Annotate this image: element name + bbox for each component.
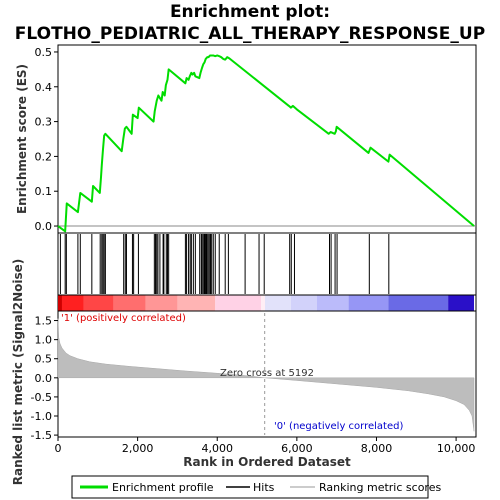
metric-y-tick-label-1: -1.0 [31,410,52,423]
heatmap-block-4 [145,295,178,311]
heatmap-block-10 [316,295,349,311]
x-axis-label: Rank in Ordered Dataset [183,455,351,469]
es-y-tick-label-4: 0.4 [35,81,53,94]
es-y-tick-label-1: 0.1 [35,185,53,198]
metric-area [57,318,475,432]
metric-y-tick-label-2: -0.5 [31,391,52,404]
es-y-tick-label-0: 0.0 [35,220,53,233]
ranking-heatmap [58,295,475,311]
es-y-axis-label: Enrichment score (ES) [15,64,29,214]
heatmap-block-12 [388,295,449,311]
enrichment-profile [57,54,475,233]
heatmap-block-2 [83,295,114,311]
x-tick-label-5: 10,000 [437,442,476,455]
hits-panel [57,232,477,296]
metric-y-tick-label-3: 0.0 [35,372,53,385]
x-axis: 0 2,000 4,000 6,000 8,000 10,000 [55,437,476,455]
es-y-axis: 0.0 0.1 0.2 0.3 0.4 0.5 [35,46,58,233]
heatmap-block-3 [113,295,146,311]
x-tick-label-1: 2,000 [122,442,154,455]
chart-title-line-2: FLOTHO_PEDIATRIC_ALL_THERAPY_RESPONSE_UP [15,24,485,44]
heatmap-block-11 [348,295,389,311]
metric-y-tick-label-0: -1.5 [31,429,52,442]
es-panel [57,44,477,234]
positive-correlation-label: '1' (positively correlated) [61,313,186,324]
metric-y-tick-label-6: 1.5 [35,315,53,328]
ranking-metric [57,313,475,435]
heatmap-block-8 [265,295,291,311]
x-tick-label-4: 8,000 [361,442,393,455]
x-tick-label-3: 6,000 [281,442,313,455]
chart-title-line-1: Enrichment plot: [170,2,330,22]
es-y-tick-label-5: 0.5 [35,46,53,59]
enrichment-profile-line [57,54,475,233]
heatmap-block-9 [290,295,317,311]
legend-label-ranking: Ranking metric scores [319,481,441,494]
heatmap-block-13 [448,295,475,311]
negative-correlation-label: '0' (negatively correlated) [274,421,403,432]
legend-label-enrichment: Enrichment profile [112,481,214,494]
metric-y-axis-label: Ranked list metric (Signal2Noise) [11,259,25,486]
heatmap-block-0 [58,295,62,311]
x-tick-label-0: 0 [55,442,62,455]
es-y-tick-label-2: 0.2 [35,150,53,163]
heatmap-block-6 [215,295,262,311]
hit-markers [59,234,390,294]
x-tick-label-2: 4,000 [201,442,233,455]
heatmap-block-7 [261,295,266,311]
heatmap-block-1 [61,295,84,311]
legend-label-hits: Hits [253,481,275,494]
metric-y-tick-label-4: 0.5 [35,353,53,366]
metric-y-axis: -1.5 -1.0 -0.5 0.0 0.5 1.0 1.5 [31,315,58,442]
zero-cross-label: Zero cross at 5192 [220,368,314,379]
heatmap-block-5 [177,295,216,311]
metric-y-tick-label-5: 1.0 [35,334,53,347]
es-y-tick-label-3: 0.3 [35,116,53,129]
